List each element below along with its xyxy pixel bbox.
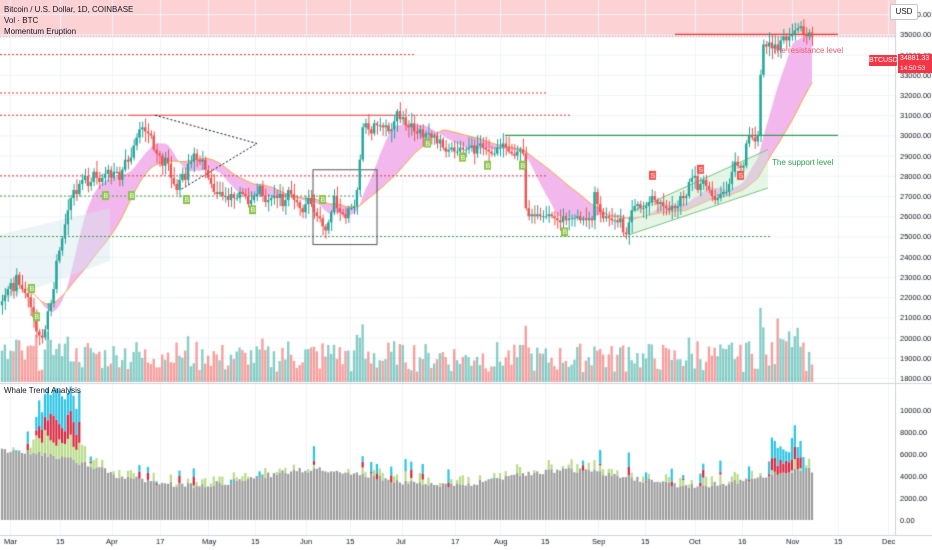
resistance-annotation: The resistance level bbox=[772, 46, 844, 55]
symbol-title: Bitcoin / U.S. Dollar, 1D, COINBASE bbox=[4, 5, 134, 14]
symbol-badge: BTCUSD bbox=[869, 55, 898, 66]
support-annotation: The support level bbox=[772, 158, 834, 167]
last-price-label: 34881.33 bbox=[898, 54, 932, 64]
whale-panel-title: Whale Trend Analysis bbox=[4, 386, 81, 395]
volume-indicator-label: Vol · BTC bbox=[4, 16, 39, 25]
bar-countdown: 14:50:53 bbox=[898, 64, 932, 73]
momentum-indicator-label: Momentum Eruption bbox=[4, 27, 77, 36]
currency-button[interactable]: USD bbox=[890, 4, 918, 20]
